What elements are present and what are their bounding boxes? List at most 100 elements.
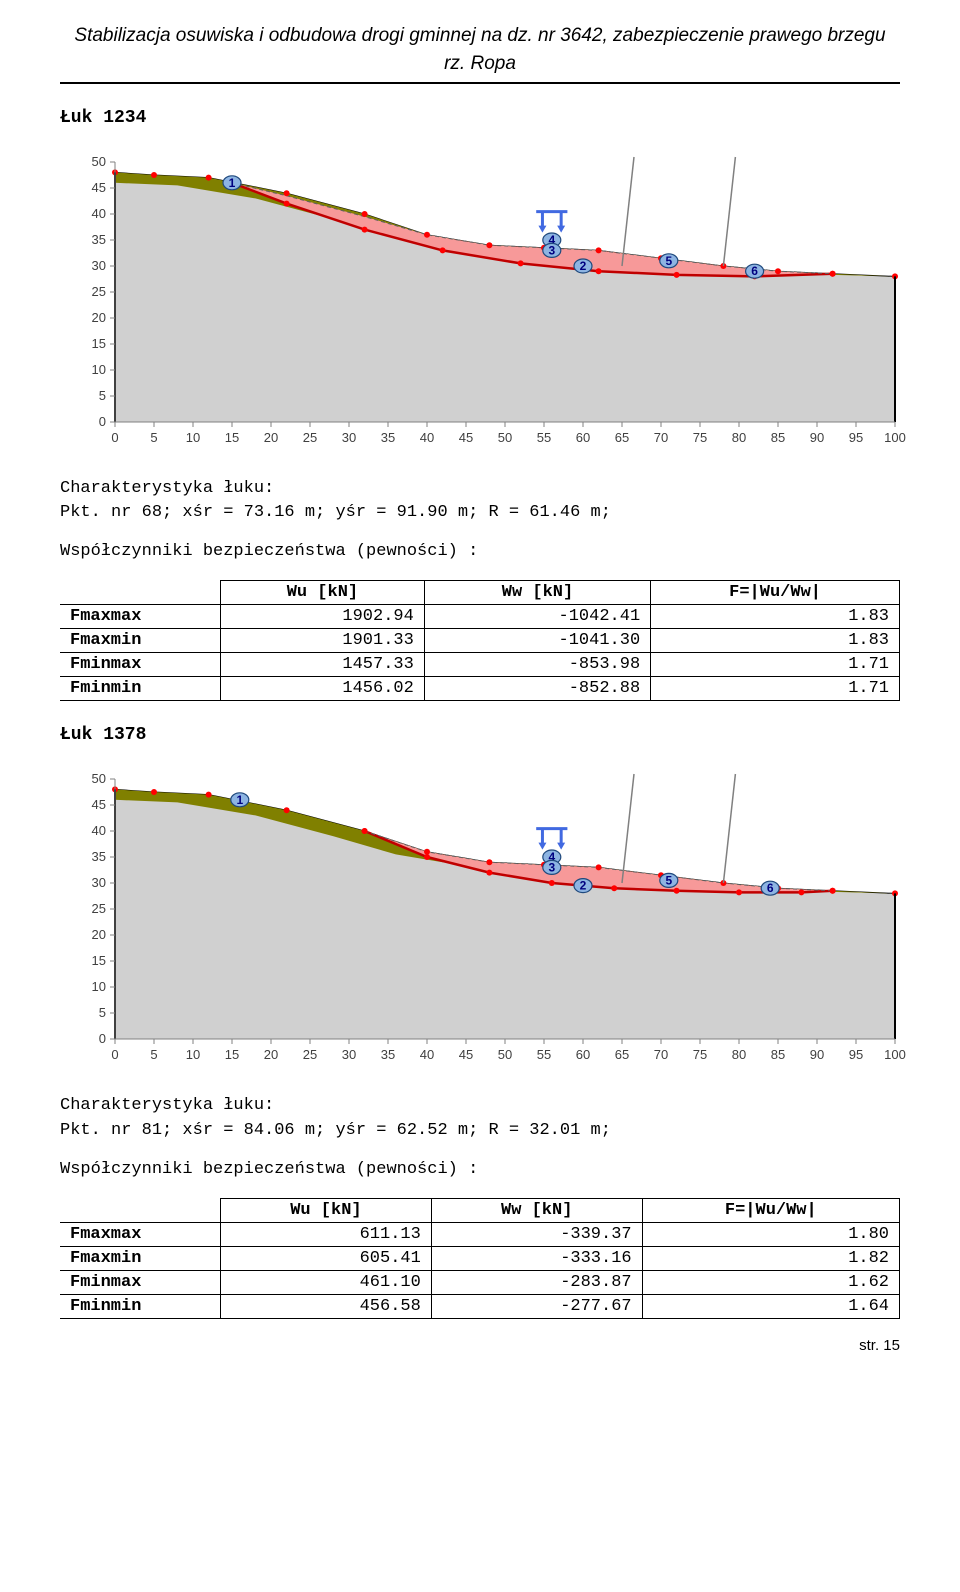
svg-text:90: 90 bbox=[810, 430, 824, 445]
table-row: Fmaxmin605.41-333.161.82 bbox=[60, 1247, 900, 1271]
th-wu: Wu [kN] bbox=[221, 581, 425, 605]
svg-text:30: 30 bbox=[342, 430, 356, 445]
table-row: Fminmax1457.33-853.981.71 bbox=[60, 653, 900, 677]
svg-text:6: 6 bbox=[767, 882, 774, 896]
svg-text:45: 45 bbox=[459, 430, 473, 445]
svg-text:25: 25 bbox=[92, 284, 106, 299]
svg-text:65: 65 bbox=[615, 1047, 629, 1062]
th-f-2: F=|Wu/Ww| bbox=[642, 1199, 899, 1223]
svg-text:0: 0 bbox=[111, 430, 118, 445]
svg-text:60: 60 bbox=[576, 1047, 590, 1062]
svg-text:15: 15 bbox=[92, 336, 106, 351]
svg-text:50: 50 bbox=[92, 771, 106, 786]
svg-text:25: 25 bbox=[303, 1047, 317, 1062]
th-ww-2: Ww [kN] bbox=[431, 1199, 642, 1223]
svg-text:100: 100 bbox=[884, 430, 906, 445]
svg-text:10: 10 bbox=[92, 362, 106, 377]
svg-text:90: 90 bbox=[810, 1047, 824, 1062]
svg-text:5: 5 bbox=[150, 1047, 157, 1062]
svg-text:40: 40 bbox=[420, 430, 434, 445]
svg-text:95: 95 bbox=[849, 1047, 863, 1062]
chara-title-1: Charakterystyka łuku: bbox=[60, 477, 900, 502]
svg-text:80: 80 bbox=[732, 430, 746, 445]
svg-text:60: 60 bbox=[576, 430, 590, 445]
results-table-1: Wu [kN] Ww [kN] F=|Wu/Ww| Fmaxmax1902.94… bbox=[60, 580, 900, 701]
chara-line-2: Pkt. nr 81; xśr = 84.06 m; yśr = 62.52 m… bbox=[60, 1119, 900, 1144]
svg-text:25: 25 bbox=[303, 430, 317, 445]
section-luk-1234: Łuk 1234 bbox=[60, 108, 900, 128]
svg-text:70: 70 bbox=[654, 1047, 668, 1062]
svg-text:40: 40 bbox=[92, 823, 106, 838]
svg-text:0: 0 bbox=[111, 1047, 118, 1062]
svg-text:10: 10 bbox=[186, 1047, 200, 1062]
svg-text:3: 3 bbox=[548, 861, 555, 875]
svg-text:10: 10 bbox=[92, 979, 106, 994]
svg-text:20: 20 bbox=[92, 310, 106, 325]
section-luk-1378: Łuk 1378 bbox=[60, 725, 900, 745]
svg-text:3: 3 bbox=[548, 243, 555, 257]
page-number: str. 15 bbox=[60, 1337, 900, 1354]
table-row: Fminmin456.58-277.671.64 bbox=[60, 1295, 900, 1319]
svg-text:5: 5 bbox=[665, 874, 672, 888]
svg-text:75: 75 bbox=[693, 430, 707, 445]
svg-text:5: 5 bbox=[665, 253, 672, 267]
svg-text:20: 20 bbox=[92, 927, 106, 942]
svg-text:0: 0 bbox=[99, 1031, 106, 1046]
coef-title-2: Współczynniki bezpieczeństwa (pewności) … bbox=[60, 1158, 900, 1183]
th-ww: Ww [kN] bbox=[424, 581, 650, 605]
svg-text:5: 5 bbox=[99, 388, 106, 403]
svg-text:45: 45 bbox=[459, 1047, 473, 1062]
svg-text:20: 20 bbox=[264, 1047, 278, 1062]
chara-title-2: Charakterystyka łuku: bbox=[60, 1094, 900, 1119]
svg-text:40: 40 bbox=[92, 206, 106, 221]
coef-title-1: Współczynniki bezpieczeństwa (pewności) … bbox=[60, 540, 900, 565]
svg-text:50: 50 bbox=[498, 430, 512, 445]
th-wu-2: Wu [kN] bbox=[221, 1199, 432, 1223]
doc-title-line2: rz. Ropa bbox=[60, 52, 900, 80]
svg-text:15: 15 bbox=[92, 953, 106, 968]
svg-text:35: 35 bbox=[381, 430, 395, 445]
svg-text:80: 80 bbox=[732, 1047, 746, 1062]
svg-text:25: 25 bbox=[92, 901, 106, 916]
svg-text:45: 45 bbox=[92, 797, 106, 812]
cross-section-chart-1: 1432560510152025303540455005101520253035… bbox=[60, 142, 930, 457]
doc-title-line1: Stabilizacja osuwiska i odbudowa drogi g… bbox=[60, 24, 900, 52]
svg-text:0: 0 bbox=[99, 414, 106, 429]
svg-text:1: 1 bbox=[236, 793, 243, 807]
th-f: F=|Wu/Ww| bbox=[651, 581, 900, 605]
table-row: Fmaxmin1901.33-1041.301.83 bbox=[60, 629, 900, 653]
svg-text:30: 30 bbox=[342, 1047, 356, 1062]
svg-text:5: 5 bbox=[99, 1005, 106, 1020]
table-row: Fminmax461.10-283.871.62 bbox=[60, 1271, 900, 1295]
svg-text:50: 50 bbox=[498, 1047, 512, 1062]
characteristic-block-1: Charakterystyka łuku: Pkt. nr 68; xśr = … bbox=[60, 477, 900, 565]
svg-text:70: 70 bbox=[654, 430, 668, 445]
header-rule bbox=[60, 82, 900, 84]
svg-text:100: 100 bbox=[884, 1047, 906, 1062]
svg-text:55: 55 bbox=[537, 1047, 551, 1062]
svg-text:55: 55 bbox=[537, 430, 551, 445]
table-row: Fmaxmax611.13-339.371.80 bbox=[60, 1223, 900, 1247]
svg-text:5: 5 bbox=[150, 430, 157, 445]
svg-text:15: 15 bbox=[225, 1047, 239, 1062]
svg-text:6: 6 bbox=[751, 264, 758, 278]
svg-text:2: 2 bbox=[580, 259, 587, 273]
svg-text:65: 65 bbox=[615, 430, 629, 445]
svg-text:2: 2 bbox=[580, 879, 587, 893]
svg-text:1: 1 bbox=[229, 175, 236, 189]
svg-text:35: 35 bbox=[92, 232, 106, 247]
table-row: Fmaxmax1902.94-1042.411.83 bbox=[60, 605, 900, 629]
svg-text:85: 85 bbox=[771, 1047, 785, 1062]
svg-text:30: 30 bbox=[92, 875, 106, 890]
results-table-2: Wu [kN] Ww [kN] F=|Wu/Ww| Fmaxmax611.13-… bbox=[60, 1198, 900, 1319]
svg-text:30: 30 bbox=[92, 258, 106, 273]
chara-line-1: Pkt. nr 68; xśr = 73.16 m; yśr = 91.90 m… bbox=[60, 501, 900, 526]
svg-text:15: 15 bbox=[225, 430, 239, 445]
table-row: Fminmin1456.02-852.881.71 bbox=[60, 677, 900, 701]
svg-text:35: 35 bbox=[381, 1047, 395, 1062]
cross-section-chart-2: 1432560510152025303540455005101520253035… bbox=[60, 759, 930, 1074]
svg-text:20: 20 bbox=[264, 430, 278, 445]
svg-text:35: 35 bbox=[92, 849, 106, 864]
svg-text:10: 10 bbox=[186, 430, 200, 445]
svg-text:85: 85 bbox=[771, 430, 785, 445]
